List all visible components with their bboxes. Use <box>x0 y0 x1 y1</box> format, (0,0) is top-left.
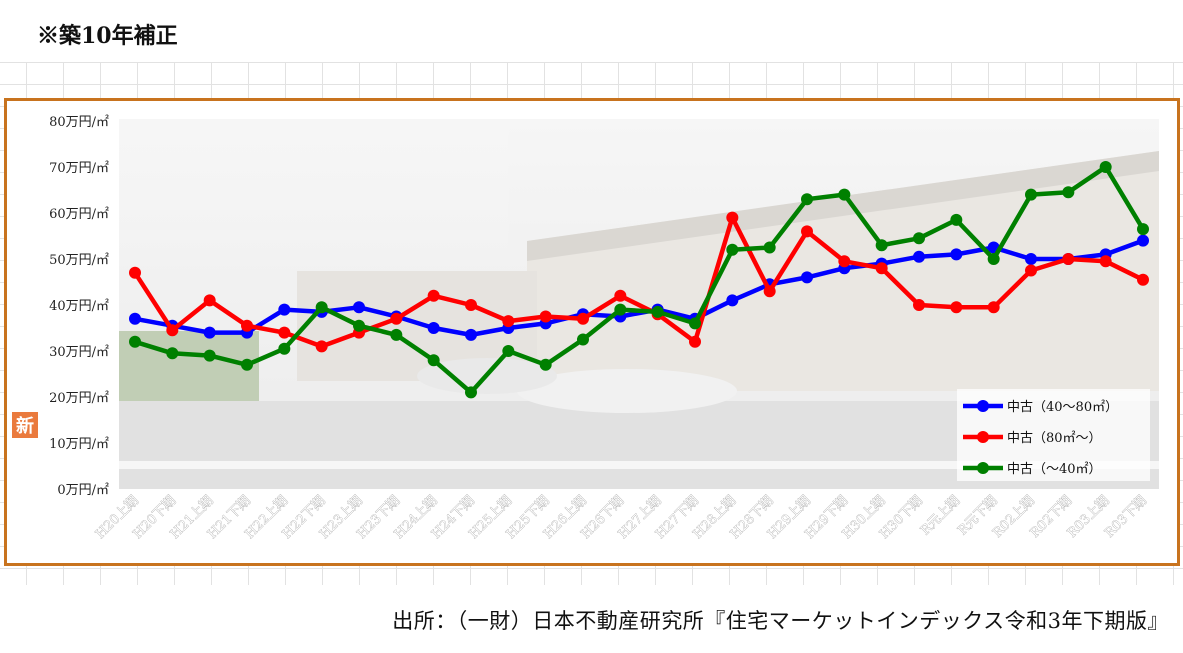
data-point <box>315 340 328 353</box>
data-point <box>278 303 291 316</box>
data-point <box>577 312 589 325</box>
data-point <box>353 319 365 332</box>
data-point <box>689 335 701 348</box>
data-point <box>278 342 291 355</box>
data-point <box>1062 253 1075 265</box>
chart-frame[interactable]: 0万円/㎡ 10万円/㎡ 20万円/㎡ 30万円/㎡ 40万円/㎡ 50万円/㎡ 60万円/… <box>4 98 1180 566</box>
data-point <box>651 305 664 318</box>
data-point <box>241 319 253 332</box>
data-point <box>838 188 851 201</box>
data-point <box>390 328 403 341</box>
source-text: 出所：（一財）日本不動産研究所『住宅マーケットインデックス令和3年下期版』 <box>392 609 1169 633</box>
data-point <box>427 354 440 367</box>
legend-label: 中古（～40㎡） <box>1007 462 1102 477</box>
note-text: ※築10年補正 <box>37 23 178 49</box>
header-area <box>0 0 1183 62</box>
data-point <box>1099 161 1112 173</box>
data-point <box>203 349 216 362</box>
data-point <box>427 289 440 302</box>
line-chart: 0万円/㎡ 10万円/㎡ 20万円/㎡ 30万円/㎡ 40万円/㎡ 50万円/㎡ 60万円/… <box>49 115 1159 542</box>
data-point <box>1025 264 1037 277</box>
data-point <box>913 250 925 263</box>
data-point <box>166 347 179 360</box>
y-tick-label: 50万円/㎡ <box>49 253 109 268</box>
series-3 <box>129 161 1149 399</box>
data-point <box>129 266 141 279</box>
series-layer <box>129 161 1149 399</box>
y-tick-label: 80万円/㎡ <box>49 115 109 130</box>
data-point <box>539 310 552 323</box>
data-point <box>726 294 739 307</box>
data-point <box>577 333 589 346</box>
data-point <box>465 328 477 341</box>
data-point <box>913 232 925 245</box>
series-line <box>133 215 1144 349</box>
data-point <box>987 301 1000 314</box>
legend-marker <box>977 431 989 443</box>
data-point <box>875 239 888 252</box>
series-2 <box>129 211 1149 353</box>
data-point <box>353 301 365 314</box>
data-point <box>614 303 627 316</box>
data-point <box>726 211 739 224</box>
data-point <box>689 317 701 330</box>
data-point <box>203 326 216 339</box>
data-point <box>987 253 1000 265</box>
data-point <box>465 299 477 311</box>
data-point <box>614 289 627 302</box>
data-point <box>801 193 813 206</box>
data-point <box>539 358 552 371</box>
y-tick-label: 10万円/㎡ <box>49 437 109 452</box>
y-tick-label: 0万円/㎡ <box>57 483 109 498</box>
x-tick-label: R03下期 <box>1102 493 1150 541</box>
data-point <box>1137 223 1149 236</box>
data-point <box>1025 253 1037 265</box>
data-point <box>801 225 813 238</box>
y-tick-label: 30万円/㎡ <box>49 345 109 360</box>
legend-marker <box>977 462 989 474</box>
series-line <box>134 238 1144 338</box>
data-point <box>241 358 253 371</box>
y-tick-label: 70万円/㎡ <box>49 161 109 176</box>
data-point <box>950 301 963 314</box>
y-tick-label: 40万円/㎡ <box>49 299 109 314</box>
legend-marker <box>977 400 989 412</box>
x-tick-label: R元上期 <box>918 493 963 538</box>
data-point <box>1099 255 1112 268</box>
y-tick-label: 60万円/㎡ <box>49 207 109 222</box>
data-point <box>763 241 776 254</box>
data-point <box>502 345 515 357</box>
data-point <box>278 326 291 339</box>
data-point <box>129 312 141 325</box>
legend-label: 中古（80㎡～） <box>1007 431 1102 446</box>
data-point <box>913 299 925 311</box>
data-point <box>315 301 328 314</box>
series-line <box>134 164 1145 395</box>
data-point <box>950 248 963 261</box>
data-point <box>726 243 739 256</box>
data-point <box>203 294 216 307</box>
data-point <box>390 312 403 325</box>
data-point <box>1137 273 1149 286</box>
data-point <box>875 262 888 275</box>
data-point <box>950 213 963 226</box>
y-tick-label: 20万円/㎡ <box>49 391 109 406</box>
data-point <box>166 324 179 337</box>
legend: 中古（40～80㎡） 中古（80㎡～） 中古（～40㎡） <box>957 389 1150 481</box>
data-point <box>838 255 851 268</box>
x-axis: H20上期H20下期H21上期H21下期H22上期H22下期H23上期H23下期… <box>93 493 1150 542</box>
data-point <box>801 271 813 284</box>
data-point <box>1137 234 1149 247</box>
data-point <box>763 285 776 298</box>
new-badge-icon: 新 <box>12 412 38 438</box>
footer-area <box>0 585 1183 653</box>
data-point <box>502 315 515 328</box>
y-axis: 0万円/㎡ 10万円/㎡ 20万円/㎡ 30万円/㎡ 40万円/㎡ 50万円/㎡ 60万円/… <box>49 115 109 498</box>
data-point <box>1062 186 1075 199</box>
legend-label: 中古（40～80㎡） <box>1007 400 1118 415</box>
data-point <box>129 335 141 348</box>
data-point <box>465 386 477 399</box>
data-point <box>427 322 440 334</box>
data-point <box>1025 188 1037 201</box>
